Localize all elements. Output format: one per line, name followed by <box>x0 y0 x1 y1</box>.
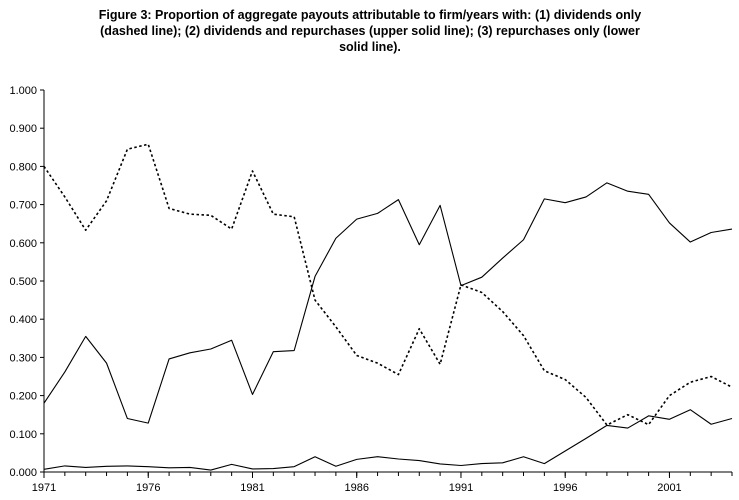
y-tick-label: 0.000 <box>9 467 37 479</box>
chart-series <box>43 143 733 471</box>
y-tick-label: 0.900 <box>9 123 37 135</box>
x-tick-label: 1971 <box>32 482 56 494</box>
x-tick-label: 1986 <box>344 482 368 494</box>
y-tick-label: 0.700 <box>9 200 37 212</box>
repurchases-only-line <box>43 409 733 471</box>
y-tick-label: 0.600 <box>9 238 37 250</box>
x-tick-label: 1991 <box>449 482 473 494</box>
y-tick-label: 0.500 <box>9 276 37 288</box>
chart-title-line-3: solid line). <box>339 40 401 54</box>
x-tick-label: 1996 <box>553 482 577 494</box>
dividends-only-line <box>43 143 733 426</box>
chart-title-line-1: Figure 3: Proportion of aggregate payout… <box>98 8 642 22</box>
y-tick-label: 0.100 <box>9 429 37 441</box>
y-tick-label: 0.400 <box>9 314 37 326</box>
y-tick-label: 1.000 <box>9 85 37 97</box>
dividends-and-repurchases-line <box>43 182 733 424</box>
y-tick-label: 0.300 <box>9 352 37 364</box>
y-tick-label: 0.200 <box>9 391 37 403</box>
x-tick-label: 2001 <box>657 482 681 494</box>
x-tick-label: 1976 <box>136 482 160 494</box>
chart-title: Figure 3: Proportion of aggregate payout… <box>60 7 680 55</box>
chart-title-line-2: (dashed line); (2) dividends and repurch… <box>100 24 640 38</box>
chart-axes: 0.000 0.100 0.200 0.300 0.400 0.500 0.600 0.700… <box>9 85 733 494</box>
x-tick-label: 1981 <box>240 482 264 494</box>
y-tick-label: 0.800 <box>9 161 37 173</box>
